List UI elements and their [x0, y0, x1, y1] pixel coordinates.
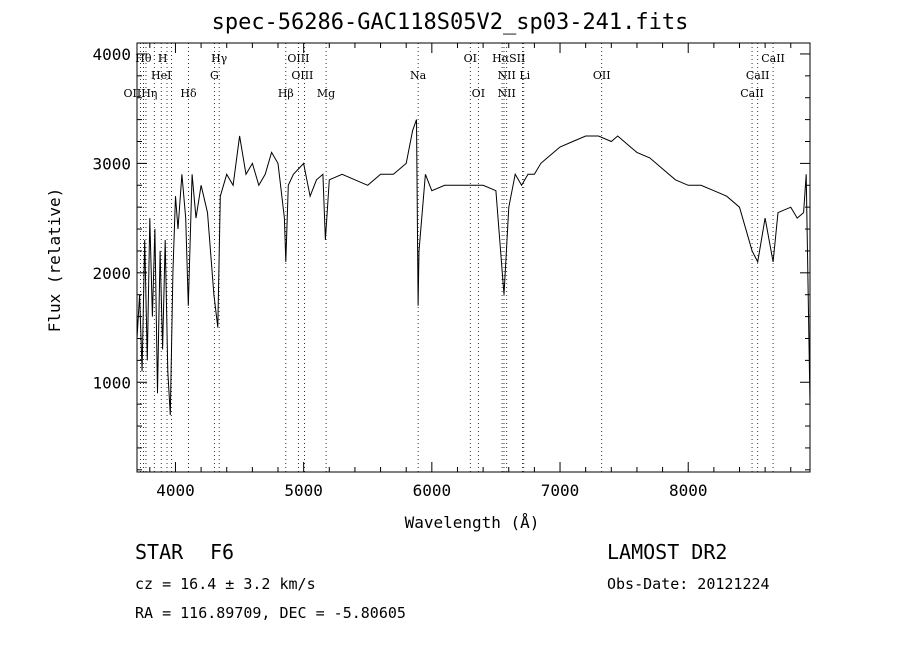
emission-line-label: CaII: [740, 87, 764, 100]
y-tick-label: 4000: [92, 45, 131, 64]
y-axis-title: Flux (relative): [45, 188, 64, 333]
emission-line-label: NII: [498, 87, 516, 100]
x-tick-label: 4000: [156, 481, 195, 500]
obs-date-text: Obs-Date: 20121224: [607, 575, 770, 593]
emission-line-label: OIII: [287, 52, 309, 65]
emission-line-label: HeI: [151, 69, 171, 82]
y-tick-label: 3000: [92, 154, 131, 173]
survey-label: LAMOST DR2: [607, 540, 728, 564]
emission-line-label: Na: [410, 69, 427, 82]
emission-line-label: HαSII: [492, 52, 525, 65]
x-tick-label: 8000: [669, 481, 708, 500]
redshift-text: cz = 16.4 ± 3.2 km/s: [135, 575, 316, 593]
x-tick-label: 5000: [284, 481, 323, 500]
subclass-label: F6: [210, 540, 235, 564]
emission-line-label: CaII: [746, 69, 770, 82]
chart-title: spec-56286-GAC118S05V2_sp03-241.fits: [211, 10, 689, 35]
emission-line-label: G: [210, 69, 219, 82]
x-tick-label: 6000: [413, 481, 452, 500]
emission-line-label: OI: [464, 52, 477, 65]
coordinates-text: RA = 116.89709, DEC = -5.80605: [135, 604, 406, 622]
plot-frame: [136, 42, 811, 473]
emission-line-label: Hθ: [135, 52, 152, 65]
y-tick-label: 2000: [92, 264, 131, 283]
emission-line-label: OI: [472, 87, 485, 100]
emission-line-label: CaII: [761, 52, 785, 65]
x-tick-label: 7000: [541, 481, 580, 500]
class-label: STAR: [135, 540, 184, 564]
emission-line-label: Hβ: [278, 87, 294, 100]
emission-line-label: OII: [593, 69, 611, 82]
spectrum-line: [136, 119, 811, 416]
emission-line-label: OIII: [291, 69, 313, 82]
emission-line-label: H: [158, 52, 168, 65]
emission-line-label: NII Li: [498, 69, 531, 82]
axis-ticks: 4000 5000 6000 7000 8000 1000 2000 3000 4000: [92, 43, 810, 500]
emission-line-label: Mg: [317, 87, 335, 100]
emission-line-label: Hγ: [211, 52, 228, 65]
emission-line-markers: [140, 43, 774, 472]
x-axis-title: Wavelength (Å): [405, 513, 540, 532]
emission-line-labels: Hθ H Hγ OIII OI HαSII CaII HeI G OIII NII Li OII CaI…: [124, 52, 785, 100]
y-tick-label: 1000: [92, 373, 131, 392]
emission-line-label: Hδ: [180, 87, 197, 100]
emission-line-label: OIIHη: [124, 87, 158, 100]
